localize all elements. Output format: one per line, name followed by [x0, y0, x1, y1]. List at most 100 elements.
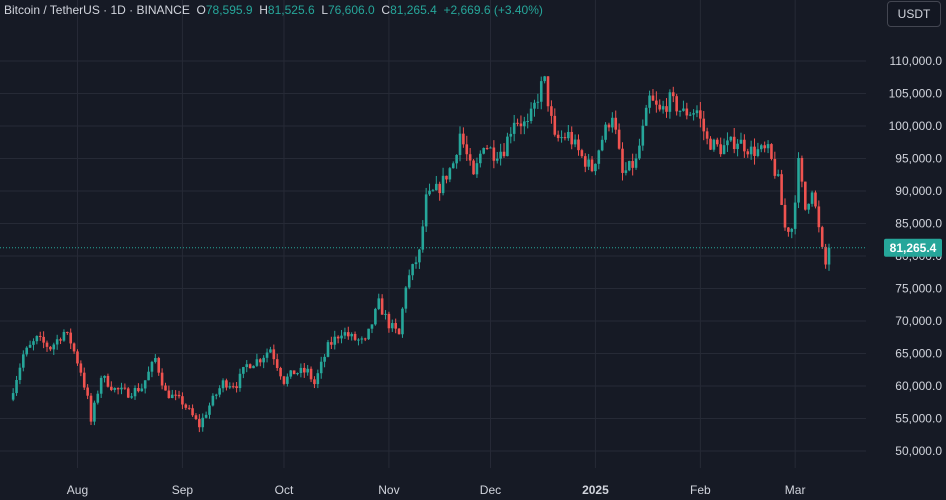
- candle-body: [394, 323, 397, 329]
- candle-body: [594, 163, 597, 172]
- candle-body: [25, 347, 28, 355]
- candle-body: [147, 371, 150, 381]
- candle-body: [790, 228, 794, 232]
- candle-body: [570, 131, 574, 145]
- candle-body: [262, 357, 265, 363]
- candle-body: [556, 134, 560, 139]
- candle-body: [810, 192, 814, 204]
- candle-body: [137, 387, 140, 392]
- x-tick-label: 2025: [582, 483, 609, 497]
- candle-body: [451, 163, 455, 169]
- candle-body: [309, 368, 313, 380]
- candle-body: [174, 394, 177, 396]
- candle-body: [644, 107, 648, 126]
- candle-body: [380, 298, 384, 315]
- candle-body: [407, 275, 411, 288]
- candle-body: [218, 388, 221, 395]
- candle-body: [32, 341, 35, 345]
- candle-body: [516, 122, 519, 124]
- candle-body: [658, 104, 662, 110]
- candle-body: [89, 395, 93, 422]
- candle-body: [191, 408, 194, 416]
- candle-body: [523, 121, 526, 127]
- candle-body: [797, 157, 800, 203]
- candle-body: [275, 359, 279, 368]
- candle-body: [35, 335, 39, 342]
- candle-body: [827, 247, 831, 265]
- candle-body: [235, 386, 238, 389]
- y-tick-label: 60,000.0: [895, 379, 942, 393]
- candle-body: [279, 367, 282, 377]
- candle-body: [820, 227, 824, 247]
- candle-body: [120, 387, 123, 390]
- candle-body: [360, 338, 364, 340]
- last-price-label: 81,265.4: [890, 241, 937, 255]
- candle-body: [824, 246, 827, 265]
- candle-body: [671, 92, 675, 97]
- candle-body: [164, 385, 167, 391]
- candle-body: [614, 117, 618, 130]
- x-tick-label: Oct: [275, 483, 294, 497]
- candle-body: [611, 117, 614, 128]
- candle-body: [52, 344, 56, 350]
- candle-body: [323, 356, 326, 362]
- candle-body: [45, 342, 49, 347]
- candle-body: [529, 108, 533, 122]
- candle-body: [468, 154, 472, 161]
- candle-body: [62, 331, 66, 341]
- candle-body: [414, 262, 418, 265]
- open-label: O: [196, 3, 206, 17]
- symbol-header: Bitcoin / TetherUS · 1D · BINANCE O78,59…: [4, 3, 543, 17]
- candle-body: [76, 351, 79, 364]
- candle-body: [313, 379, 316, 385]
- candle-body: [11, 393, 15, 400]
- candle-body: [543, 76, 546, 82]
- candle-body: [255, 359, 259, 366]
- candle-body: [242, 367, 245, 374]
- candle-body: [245, 364, 249, 368]
- x-tick-label: Aug: [67, 483, 88, 497]
- candle-body: [455, 154, 458, 164]
- candle-body: [330, 342, 333, 345]
- candle-body: [123, 387, 127, 389]
- candle-body: [648, 95, 651, 108]
- candle-body: [536, 101, 540, 103]
- candle-body: [600, 139, 604, 151]
- candle-body: [783, 204, 787, 228]
- candle-body: [401, 308, 404, 335]
- candle-body: [502, 151, 506, 157]
- symbol-title: Bitcoin / TetherUS · 1D · BINANCE: [4, 3, 190, 17]
- candle-body: [228, 386, 232, 388]
- candle-body: [326, 342, 330, 357]
- candle-body: [550, 106, 553, 116]
- candle-body: [804, 181, 807, 210]
- candle-body: [749, 146, 753, 155]
- currency-button[interactable]: USDT: [887, 1, 941, 27]
- low-value: 76,606.0: [328, 3, 375, 17]
- candle-body: [458, 133, 462, 155]
- candle-body: [377, 298, 381, 309]
- candle-body: [621, 148, 624, 173]
- candle-body: [539, 81, 543, 102]
- candle-body: [177, 394, 181, 397]
- candle-body: [150, 361, 154, 372]
- candle-body: [465, 144, 469, 155]
- candle-body: [533, 102, 536, 109]
- candle-body: [201, 417, 205, 428]
- candle-body: [421, 226, 425, 250]
- candle-body: [15, 379, 18, 394]
- y-tick-label: 110,000.0: [890, 54, 943, 68]
- candle-body: [631, 161, 634, 168]
- candle-body: [438, 183, 441, 194]
- candle-body: [617, 129, 621, 149]
- candle-body: [292, 370, 296, 375]
- candle-body: [732, 136, 736, 150]
- x-tick-label: Dec: [480, 483, 501, 497]
- candle-body: [225, 380, 228, 388]
- high-label: H: [259, 3, 268, 17]
- candle-body: [370, 324, 374, 329]
- candle-body: [638, 145, 641, 159]
- candle-body: [143, 380, 147, 389]
